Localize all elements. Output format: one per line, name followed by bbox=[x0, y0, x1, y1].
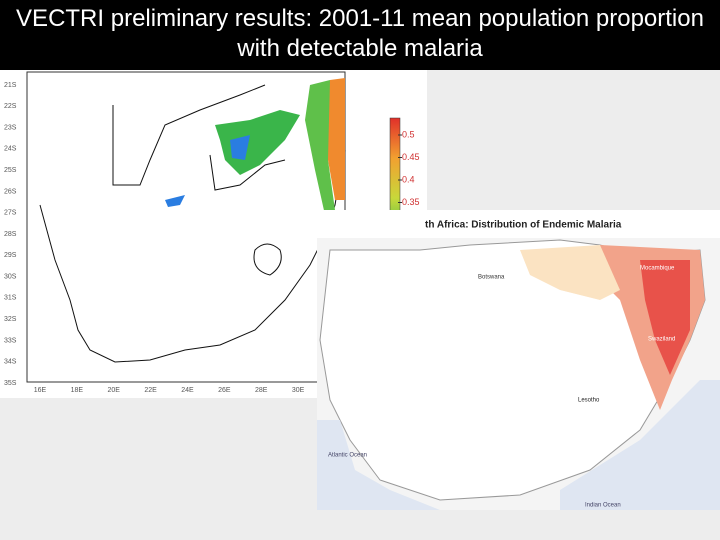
slide-title: VECTRI preliminary results: 2001-11 mean… bbox=[0, 0, 720, 70]
colorbar-label: 0.5 bbox=[402, 129, 415, 139]
model-blue-region bbox=[230, 135, 250, 160]
lon-label: 20E bbox=[108, 387, 121, 394]
place-label: Botswana bbox=[478, 275, 505, 281]
ocean-west bbox=[317, 420, 440, 510]
lat-label: 24S bbox=[4, 146, 17, 153]
lat-label: 35S bbox=[4, 380, 17, 387]
observed-map-title: th Africa: Distribution of Endemic Malar… bbox=[425, 220, 622, 231]
model-blue-spot bbox=[165, 195, 185, 207]
lat-label: 31S bbox=[4, 295, 17, 302]
lon-label: 22E bbox=[144, 387, 157, 394]
model-green-region bbox=[215, 110, 300, 175]
observed-endemic-low bbox=[520, 245, 620, 300]
lat-label: 34S bbox=[4, 359, 17, 366]
lon-label: 30E bbox=[292, 387, 305, 394]
lat-label: 29S bbox=[4, 252, 17, 259]
lat-label: 28S bbox=[4, 231, 17, 238]
lat-label: 22S bbox=[4, 103, 17, 110]
lat-label: 23S bbox=[4, 124, 17, 131]
lat-label: 26S bbox=[4, 188, 17, 195]
lesotho-outline bbox=[253, 243, 282, 276]
lat-label: 21S bbox=[4, 82, 17, 89]
lat-label: 25S bbox=[4, 167, 17, 174]
lat-label: 32S bbox=[4, 316, 17, 323]
lon-label: 18E bbox=[71, 387, 84, 394]
colorbar-label: 0.35 bbox=[402, 197, 420, 207]
place-label: Indian Ocean bbox=[585, 503, 621, 509]
colorbar-label: 0.45 bbox=[402, 152, 420, 162]
lat-label: 27S bbox=[4, 210, 17, 217]
place-label: Atlantic Ocean bbox=[328, 453, 367, 459]
place-label: Mocambique bbox=[640, 266, 675, 272]
colorbar-label: 0.4 bbox=[402, 174, 415, 184]
model-mid-coast bbox=[305, 80, 335, 215]
lon-label: 28E bbox=[255, 387, 268, 394]
lat-label: 33S bbox=[4, 337, 17, 344]
ocean-east bbox=[560, 380, 720, 510]
observed-map-titlebar bbox=[317, 210, 720, 238]
place-label: Swaziland bbox=[648, 337, 675, 343]
lon-label: 16E bbox=[34, 387, 47, 394]
lon-label: 26E bbox=[218, 387, 231, 394]
lon-label: 24E bbox=[181, 387, 194, 394]
lat-label: 30S bbox=[4, 273, 17, 280]
observed-endemic-core bbox=[640, 260, 690, 375]
place-label: Lesotho bbox=[578, 398, 600, 404]
